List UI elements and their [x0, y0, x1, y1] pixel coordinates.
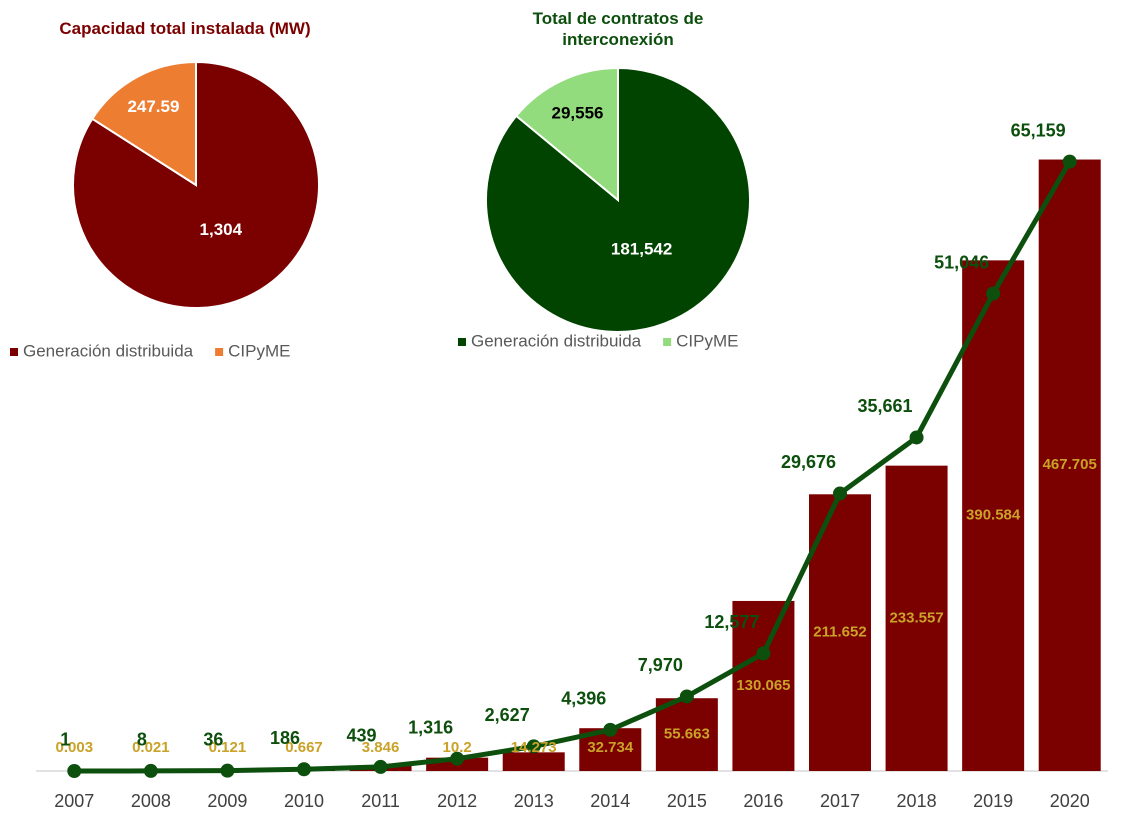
data-label: 0.121 [209, 739, 247, 756]
bar [885, 465, 948, 771]
line-point [297, 762, 311, 777]
x-tick-label: 2008 [131, 791, 171, 811]
data-label: 439 [347, 726, 377, 746]
x-tick-label: 2018 [897, 791, 937, 811]
data-label: 1,304 [200, 220, 243, 239]
bar [962, 260, 1025, 771]
legend-swatch [10, 348, 18, 356]
line-point [220, 763, 235, 778]
line-point [986, 286, 1001, 301]
x-tick-label: 2014 [590, 791, 630, 811]
data-label: 1 [60, 730, 70, 750]
line-point [1062, 154, 1077, 169]
data-label: 0.003 [56, 739, 94, 756]
chart-title: Total de contratos de interconexión [532, 9, 704, 49]
x-tick-label: 2015 [667, 791, 707, 811]
data-label: 3.846 [362, 739, 400, 756]
line-point [679, 689, 694, 704]
data-label: 2,627 [485, 705, 530, 725]
x-tick-label: 2009 [207, 791, 247, 811]
x-tick-label: 2020 [1050, 791, 1090, 811]
data-label: 181,542 [611, 240, 672, 259]
line-point [526, 739, 541, 754]
legend-swatch [663, 338, 672, 346]
x-tick-label: 2010 [284, 791, 324, 811]
line-point [833, 486, 847, 501]
chart-title: Capacidad total instalada (MW) [59, 19, 311, 38]
data-label: 211.652 [813, 624, 866, 641]
pie-slice [514, 66, 619, 203]
legend-label: Generación distribuida [471, 331, 642, 350]
data-label: 186 [270, 728, 300, 748]
data-label: 390.584 [966, 507, 1021, 524]
bar [732, 600, 795, 771]
data-label: 32.734 [587, 739, 634, 756]
x-tick-label: 2013 [514, 791, 554, 811]
data-label: 65,159 [1011, 120, 1066, 140]
line-point [450, 751, 465, 766]
data-label: 7,970 [638, 655, 683, 675]
legend-label: CIPyME [676, 331, 738, 350]
bar [1038, 159, 1101, 772]
data-label: 55.663 [664, 726, 710, 743]
x-tick-label: 2007 [54, 791, 94, 811]
data-label: 8 [137, 730, 147, 750]
line-point [143, 763, 158, 778]
x-tick-label: 2016 [743, 791, 783, 811]
data-label: 14.273 [511, 739, 557, 756]
data-label: 35,661 [858, 396, 913, 416]
data-label: 1,316 [408, 717, 453, 737]
data-label: 467.705 [1043, 456, 1097, 473]
data-label: 247.59 [127, 97, 179, 116]
x-tick-label: 2011 [361, 791, 400, 811]
x-tick-label: 2017 [820, 791, 860, 811]
data-label: 10.2 [443, 739, 472, 756]
pie-slice [90, 60, 197, 187]
data-label: 36 [203, 729, 223, 749]
data-label: 0.667 [285, 739, 323, 756]
data-label: 233.557 [889, 609, 943, 626]
data-label: 4,396 [561, 689, 606, 709]
bar [502, 752, 565, 771]
data-label: 29,676 [781, 452, 836, 472]
line-point [909, 430, 924, 445]
data-label: 29,556 [552, 103, 604, 122]
data-label: 12,577 [704, 612, 759, 632]
data-label: 0.021 [132, 739, 170, 756]
legend-label: Generación distribuida [23, 341, 194, 360]
x-tick-label: 2012 [437, 791, 477, 811]
line-point [67, 763, 82, 778]
x-tick-label: 2019 [973, 791, 1013, 811]
line [74, 160, 1072, 774]
data-label: 130.065 [736, 677, 790, 694]
data-label: 51,046 [934, 252, 989, 272]
legend-swatch [458, 338, 466, 346]
legend-swatch [215, 348, 224, 356]
line-point [373, 759, 388, 774]
line-point [603, 722, 618, 737]
line-point [756, 646, 771, 661]
legend-label: CIPyME [228, 341, 290, 360]
bar [655, 698, 718, 771]
